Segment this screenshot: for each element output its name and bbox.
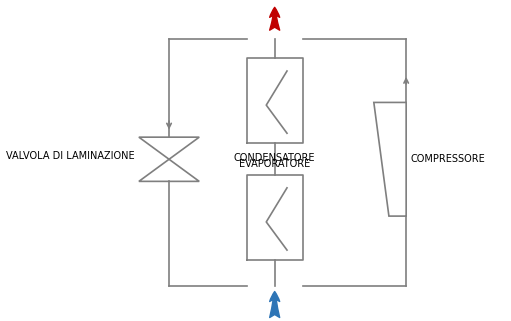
Text: EVAPORATORE: EVAPORATORE <box>239 159 310 169</box>
Text: CONDENSATORE: CONDENSATORE <box>234 153 315 163</box>
Text: COMPRESSORE: COMPRESSORE <box>410 154 485 164</box>
Text: VALVOLA DI LAMINAZIONE: VALVOLA DI LAMINAZIONE <box>6 151 134 161</box>
